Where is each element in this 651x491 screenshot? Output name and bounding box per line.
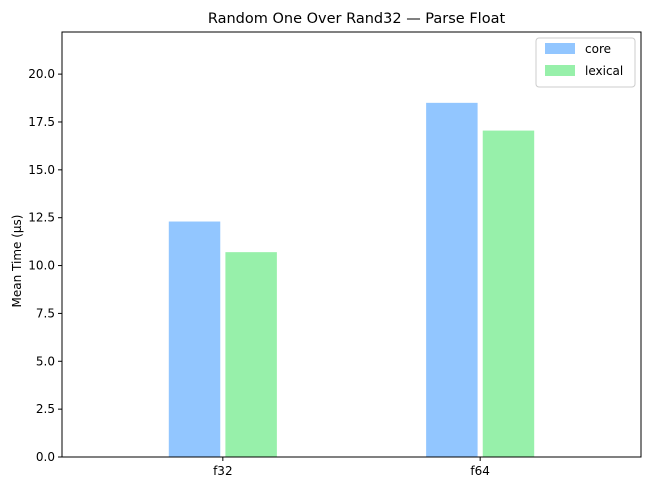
y-tick-label: 10.0 (28, 259, 55, 273)
x-tick-label: f32 (213, 464, 233, 478)
y-tick-label: 12.5 (28, 211, 55, 225)
y-tick-label: 2.5 (36, 402, 55, 416)
y-tick-label: 0.0 (36, 450, 55, 464)
legend-swatch-lexical (545, 65, 575, 76)
legend-label-core: core (585, 42, 611, 56)
bar-core-f64 (426, 102, 478, 457)
legend-label-lexical: lexical (585, 64, 623, 78)
y-axis-label: Mean Time (µs) (10, 215, 24, 308)
y-tick-label: 17.5 (28, 115, 55, 129)
chart-title: Random One Over Rand32 — Parse Float (208, 11, 506, 27)
y-tick-label: 20.0 (28, 67, 55, 81)
plot-frame (61, 31, 642, 458)
legend-swatch-core (545, 43, 575, 54)
y-tick-label: 5.0 (36, 354, 55, 368)
bars (168, 102, 535, 457)
bar-lexical-f32 (225, 252, 277, 457)
x-tick-label: f64 (470, 464, 490, 478)
bar-lexical-f64 (482, 130, 535, 457)
y-tick-label: 15.0 (28, 163, 55, 177)
bar-core-f32 (168, 221, 221, 457)
y-tick-label: 7.5 (36, 306, 55, 320)
x-ticks: f32 f64 (213, 457, 490, 478)
y-ticks: 0.0 2.5 5.0 7.5 10.0 12.5 15.0 17.5 20.0 (28, 67, 62, 464)
legend: core lexical (535, 37, 636, 88)
